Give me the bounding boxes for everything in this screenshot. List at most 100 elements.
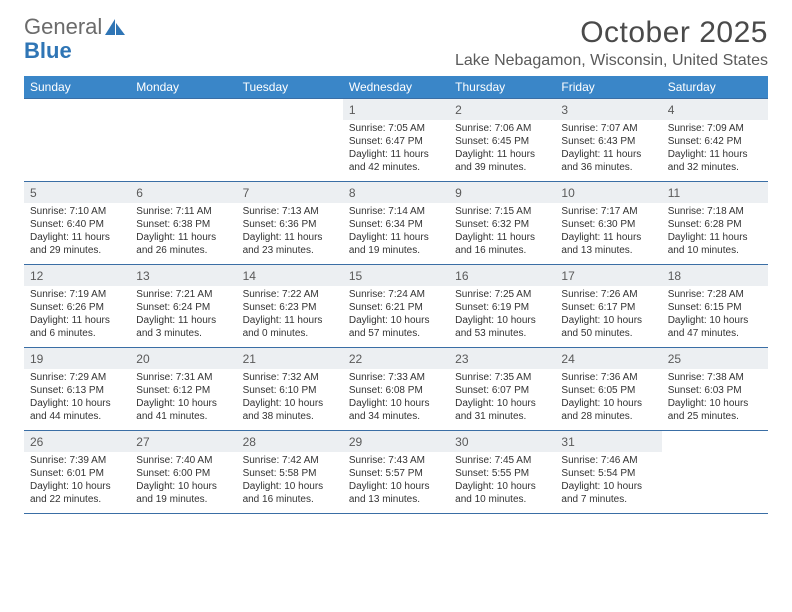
day-info: Sunrise: 7:35 AMSunset: 6:07 PMDaylight:… [455, 371, 549, 423]
day-cell [130, 99, 236, 181]
sunset-text: Sunset: 6:24 PM [136, 301, 230, 314]
day-info: Sunrise: 7:32 AMSunset: 6:10 PMDaylight:… [243, 371, 337, 423]
day-num-row: 3 [555, 99, 661, 120]
day-cell: 21 Sunrise: 7:32 AMSunset: 6:10 PMDayligh… [237, 348, 343, 430]
logo-text-general: General [24, 14, 102, 39]
day-num-row: 12 [24, 265, 130, 286]
week-row: 1Sunrise: 7:05 AMSunset: 6:47 PMDaylight… [24, 98, 768, 181]
daylight-text: Daylight: 11 hours and 39 minutes. [455, 148, 549, 174]
day-info: Sunrise: 7:29 AMSunset: 6:13 PMDaylight:… [30, 371, 124, 423]
daylight-text: Daylight: 10 hours and 38 minutes. [243, 397, 337, 423]
week-row: 12 Sunrise: 7:19 AMSunset: 6:26 PM Dayligh… [24, 264, 768, 347]
day-cell: 18Sunrise: 7:28 AMSunset: 6:15 PMDayligh… [662, 265, 768, 347]
daylight-text: Daylight: 10 hours and 19 minutes. [136, 480, 230, 506]
day-num-row: 2 [449, 99, 555, 120]
day-num: 8 [349, 186, 356, 200]
calendar: SundayMondayTuesdayWednesdayThursdayFrid… [24, 76, 768, 514]
day-cell: 16Sunrise: 7:25 AMSunset: 6:19 PMDayligh… [449, 265, 555, 347]
sunset-text: Sunset: 6:12 PM [136, 384, 230, 397]
day-num: 16 [455, 269, 468, 283]
sunset-text: Sunset: 6:36 PM [243, 218, 337, 231]
day-info: Sunrise: 7:09 AMSunset: 6:42 PMDaylight:… [668, 122, 762, 174]
day-num: 6 [136, 186, 143, 200]
day-cell: 9Sunrise: 7:15 AMSunset: 6:32 PMDaylight… [449, 182, 555, 264]
sunset-text: Sunset: 6:40 PM [30, 218, 124, 231]
day-cell: 26Sunrise: 7:39 AMSunset: 6:01 PMDayligh… [24, 431, 130, 513]
sunset-text: Sunset: 6:42 PM [668, 135, 762, 148]
sunrise-text: Sunrise: 7:46 AM [561, 454, 655, 467]
location: Lake Nebagamon, Wisconsin, United States [455, 52, 768, 70]
day-cell: 8Sunrise: 7:14 AMSunset: 6:34 PMDaylight… [343, 182, 449, 264]
day-num: 4 [668, 103, 675, 117]
sunrise-text: Sunrise: 7:06 AM [455, 122, 549, 135]
day-num: 3 [561, 103, 568, 117]
sunrise-text: Sunrise: 7:26 AM [561, 288, 655, 301]
day-cell: 4 Sunrise: 7:09 AMSunset: 6:42 PMDaylight… [662, 99, 768, 181]
sunrise-text: Sunrise: 7:07 AM [561, 122, 655, 135]
day-num: 27 [136, 435, 149, 449]
day-cell: 7Sunrise: 7:13 AMSunset: 6:36 PMDaylight… [237, 182, 343, 264]
daylight-text: Daylight: 10 hours and 57 minutes. [349, 314, 443, 340]
daylight-text: Daylight: 11 hours and 3 minutes. [136, 314, 230, 340]
sunrise-text: Sunrise: 7:28 AM [668, 288, 762, 301]
day-num-row: 17 [555, 265, 661, 286]
day-cell: 28Sunrise: 7:42 AMSunset: 5:58 PMDayligh… [237, 431, 343, 513]
sunrise-text: Sunrise: 7:19 AM [30, 288, 124, 301]
week-row: 5Sunrise: 7:10 AMSunset: 6:40 PMDaylight… [24, 181, 768, 264]
dow-cell: Wednesday [343, 76, 449, 98]
day-num-row: 26 [24, 431, 130, 452]
day-cell: 1Sunrise: 7:05 AMSunset: 6:47 PMDaylight… [343, 99, 449, 181]
day-info: Sunrise: 7:43 AMSunset: 5:57 PMDaylight:… [349, 454, 443, 506]
day-info: Sunrise: 7:07 AMSunset: 6:43 PMDaylight:… [561, 122, 655, 174]
daylight-text: Daylight: 10 hours and 10 minutes. [455, 480, 549, 506]
sunset-text: Sunset: 5:57 PM [349, 467, 443, 480]
sunrise-text: Sunrise: 7:13 AM [243, 205, 337, 218]
sunrise-text: Sunrise: 7:36 AM [561, 371, 655, 384]
day-info: Sunrise: 7:24 AMSunset: 6:21 PMDaylight:… [349, 288, 443, 340]
dow-cell: Friday [555, 76, 661, 98]
day-num: 13 [136, 269, 149, 283]
day-num-row: 21 [237, 348, 343, 369]
sunset-text: Sunset: 6:32 PM [455, 218, 549, 231]
week-row: 19 Sunrise: 7:29 AMSunset: 6:13 PMDayligh… [24, 347, 768, 430]
daylight-text: Daylight: 10 hours and 13 minutes. [349, 480, 443, 506]
day-info: Sunrise: 7:39 AMSunset: 6:01 PMDaylight:… [30, 454, 124, 506]
sunset-text: Sunset: 6:05 PM [561, 384, 655, 397]
daylight-text: Daylight: 10 hours and 50 minutes. [561, 314, 655, 340]
month-title: October 2025 [455, 16, 768, 50]
sunset-text: Sunset: 6:08 PM [349, 384, 443, 397]
day-num-row: 22 [343, 348, 449, 369]
day-num: 22 [349, 352, 362, 366]
day-num-row: 29 [343, 431, 449, 452]
day-num: 19 [30, 352, 43, 366]
day-num-row: 14 [237, 265, 343, 286]
daylight-text: Daylight: 10 hours and 34 minutes. [349, 397, 443, 423]
day-num: 17 [561, 269, 574, 283]
logo-sail-icon [105, 19, 127, 40]
day-info: Sunrise: 7:40 AMSunset: 6:00 PMDaylight:… [136, 454, 230, 506]
sunrise-text: Sunrise: 7:09 AM [668, 122, 762, 135]
day-cell: 22Sunrise: 7:33 AMSunset: 6:08 PMDayligh… [343, 348, 449, 430]
sunrise-text: Sunrise: 7:45 AM [455, 454, 549, 467]
sunset-text: Sunset: 6:26 PM [30, 301, 124, 314]
day-num-row: 27 [130, 431, 236, 452]
day-info: Sunrise: 7:21 AMSunset: 6:24 PMDaylight:… [136, 288, 230, 340]
day-cell: 15Sunrise: 7:24 AMSunset: 6:21 PMDayligh… [343, 265, 449, 347]
sunrise-text: Sunrise: 7:39 AM [30, 454, 124, 467]
day-info: Sunrise: 7:06 AMSunset: 6:45 PMDaylight:… [455, 122, 549, 174]
sunset-text: Sunset: 6:17 PM [561, 301, 655, 314]
day-info: Sunrise: 7:38 AMSunset: 6:03 PMDaylight:… [668, 371, 762, 423]
dow-cell: Saturday [662, 76, 768, 98]
day-num: 12 [30, 269, 43, 283]
day-num: 10 [561, 186, 574, 200]
day-cell: 6Sunrise: 7:11 AMSunset: 6:38 PMDaylight… [130, 182, 236, 264]
day-num: 30 [455, 435, 468, 449]
day-num: 11 [668, 186, 680, 200]
days-of-week-row: SundayMondayTuesdayWednesdayThursdayFrid… [24, 76, 768, 98]
day-num: 21 [243, 352, 256, 366]
daylight-text: Daylight: 10 hours and 28 minutes. [561, 397, 655, 423]
sunset-text: Sunset: 6:30 PM [561, 218, 655, 231]
day-cell: 30Sunrise: 7:45 AMSunset: 5:55 PMDayligh… [449, 431, 555, 513]
day-num-row: 1 [343, 99, 449, 120]
daylight-text: Daylight: 10 hours and 44 minutes. [30, 397, 124, 423]
